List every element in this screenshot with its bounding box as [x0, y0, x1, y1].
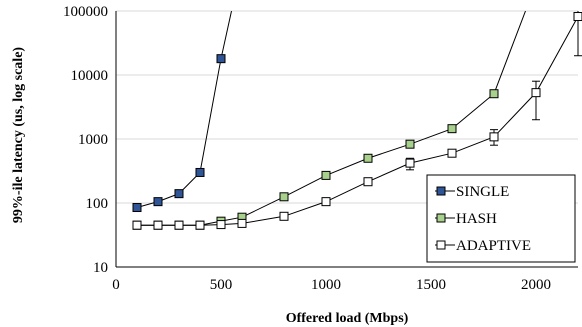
- data-point-adaptive: [363, 177, 373, 187]
- x-axis-title: Offered load (Mbps): [286, 311, 409, 326]
- data-point-hash: [447, 124, 457, 134]
- series-single: [132, 11, 232, 213]
- data-point-hash: [489, 89, 499, 99]
- data-point-adaptive: [216, 220, 226, 230]
- data-point-adaptive: [237, 218, 247, 228]
- data-point-single: [153, 197, 163, 207]
- x-tick-label: 1500: [416, 277, 446, 293]
- axes: 10 100 1000 10000 100000 0 500 1000 1500 2000: [63, 4, 578, 293]
- x-tick-label: 1000: [311, 277, 341, 293]
- legend-item-hash: HASH: [435, 211, 497, 227]
- x-tick-label: 500: [210, 277, 233, 293]
- data-point-single: [132, 203, 142, 213]
- data-point-adaptive: [321, 197, 331, 207]
- y-tick-label: 10000: [71, 68, 109, 84]
- data-point-adaptive: [174, 220, 184, 230]
- series-layer: [132, 11, 582, 230]
- legend-label-adaptive: ADAPTIVE: [456, 238, 531, 254]
- data-point-adaptive: [447, 148, 457, 158]
- data-point-adaptive: [489, 132, 499, 142]
- x-tick-label: 2000: [521, 277, 551, 293]
- legend-item-single: SINGLE: [435, 184, 509, 200]
- data-point-hash: [279, 192, 289, 202]
- legend: SINGLE HASH ADAPTIVE: [426, 174, 576, 263]
- x-tick-label: 0: [112, 277, 120, 293]
- gridlines: [116, 10, 578, 204]
- y-tick-label: 10: [93, 260, 108, 276]
- legend-marker-hash: [436, 213, 446, 223]
- data-point-hash: [405, 139, 415, 149]
- y-tick-label: 100000: [63, 4, 108, 20]
- data-point-hash: [363, 153, 373, 163]
- data-point-adaptive: [132, 220, 142, 230]
- y-tick-label: 100: [86, 196, 109, 212]
- series-adaptive: [132, 11, 582, 230]
- data-point-single: [195, 167, 205, 177]
- data-point-adaptive: [153, 220, 163, 230]
- legend-label-hash: HASH: [456, 211, 497, 227]
- y-axis-title: 99%-ile latency (us, log scale): [11, 47, 26, 223]
- legend-item-adaptive: ADAPTIVE: [435, 238, 531, 254]
- data-point-hash: [321, 170, 331, 180]
- y-tick-label: 1000: [78, 132, 108, 148]
- legend-label-single: SINGLE: [456, 184, 509, 200]
- legend-marker-adaptive: [436, 240, 446, 250]
- data-point-single: [174, 189, 184, 199]
- data-point-adaptive: [531, 88, 541, 98]
- data-point-single: [216, 54, 226, 64]
- data-point-adaptive: [195, 220, 205, 230]
- legend-marker-single: [436, 186, 446, 196]
- data-point-adaptive: [405, 158, 415, 168]
- series-line-single: [136, 11, 232, 208]
- data-point-adaptive: [279, 211, 289, 221]
- data-point-adaptive: [573, 12, 582, 22]
